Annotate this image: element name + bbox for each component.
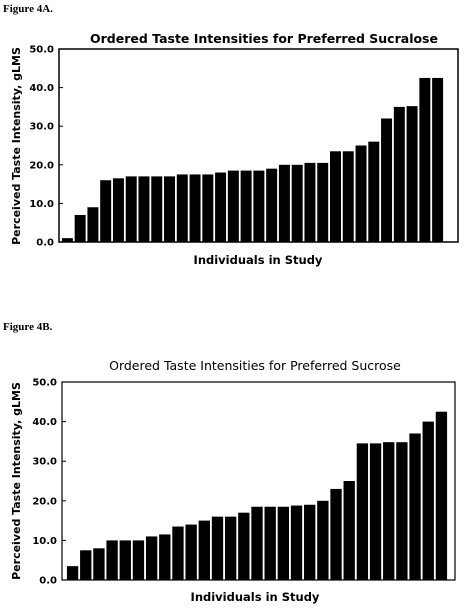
bar <box>100 180 112 242</box>
bar <box>80 550 92 580</box>
bar <box>138 176 150 242</box>
bar <box>278 164 290 242</box>
y-tick-label: 20.0 <box>29 160 54 171</box>
y-axis-label: Perceived Taste Intensity, gLMS <box>10 47 23 245</box>
y-tick-group: 0.0 10.0 20.0 30.0 40.0 50.0 <box>29 45 63 249</box>
bar <box>74 214 86 242</box>
bar <box>240 170 252 242</box>
bar <box>61 238 73 242</box>
chart-title: Ordered Taste Intensities for Preferred … <box>90 31 438 46</box>
bar <box>419 77 431 242</box>
figure-4a-label: Figure 4A. <box>3 3 53 15</box>
bar <box>304 504 316 580</box>
bar <box>176 174 188 242</box>
y-axis-label: Perceived Taste Intensity, gLMS <box>10 382 23 580</box>
bar <box>164 176 176 242</box>
bar <box>356 443 369 580</box>
bar <box>383 442 395 580</box>
bar <box>393 106 405 243</box>
y-tick-label: 50.0 <box>32 378 57 389</box>
bar <box>198 520 210 580</box>
bar <box>266 168 278 242</box>
bar <box>406 106 418 242</box>
bar <box>291 164 303 242</box>
bar <box>253 170 265 242</box>
y-tick-label: 40.0 <box>32 417 57 428</box>
bar <box>151 176 163 242</box>
bar <box>87 207 99 242</box>
bar <box>106 540 118 580</box>
bar <box>185 524 197 580</box>
bar <box>93 548 105 580</box>
y-tick-label: 0.0 <box>36 238 54 249</box>
bar <box>189 174 201 242</box>
bar-group <box>66 411 448 580</box>
y-tick-label: 30.0 <box>29 122 54 133</box>
bar <box>172 526 184 580</box>
y-tick-group: 0.0 10.0 20.0 30.0 40.0 50.0 <box>32 378 66 587</box>
y-tick-label: 10.0 <box>29 199 54 210</box>
bar <box>159 534 171 580</box>
bar <box>330 488 342 580</box>
bar <box>202 174 214 242</box>
figure-4b-label: Figure 4B. <box>3 321 53 333</box>
bar <box>381 118 393 242</box>
bar <box>435 411 448 580</box>
y-tick-label: 10.0 <box>32 536 57 547</box>
bar <box>432 77 444 242</box>
bar <box>396 442 408 580</box>
y-tick-label: 30.0 <box>32 457 57 468</box>
bar <box>224 516 237 580</box>
bar <box>119 540 131 580</box>
bar <box>277 506 290 580</box>
bar <box>329 151 341 242</box>
y-tick-label: 50.0 <box>29 45 54 56</box>
bar <box>355 145 367 242</box>
bar <box>125 176 137 242</box>
bar <box>227 170 239 242</box>
bar <box>317 500 329 580</box>
x-axis-label: Individuals in Study <box>191 590 320 604</box>
bar <box>422 421 434 580</box>
chart-4a: Ordered Taste Intensities for Preferred … <box>10 31 459 267</box>
bar <box>251 506 263 580</box>
bar <box>264 506 276 580</box>
bar <box>238 512 250 580</box>
x-axis-label: Individuals in Study <box>194 253 323 267</box>
bar <box>343 481 355 580</box>
bar <box>304 162 316 242</box>
bar <box>145 536 158 580</box>
y-tick-label: 0.0 <box>39 576 57 587</box>
bar <box>342 151 354 242</box>
y-tick-label: 20.0 <box>32 496 57 507</box>
bar <box>211 516 224 580</box>
chart-title: Ordered Taste Intensities for Preferred … <box>109 358 401 373</box>
bar <box>132 540 145 580</box>
bar <box>369 443 382 580</box>
bar <box>409 433 421 580</box>
bar-group <box>61 77 444 243</box>
bar <box>290 505 303 580</box>
bar <box>215 172 227 242</box>
bar <box>368 141 380 242</box>
y-tick-label: 40.0 <box>29 83 54 94</box>
bar <box>317 162 329 242</box>
bar <box>66 566 79 580</box>
bar <box>112 178 124 242</box>
